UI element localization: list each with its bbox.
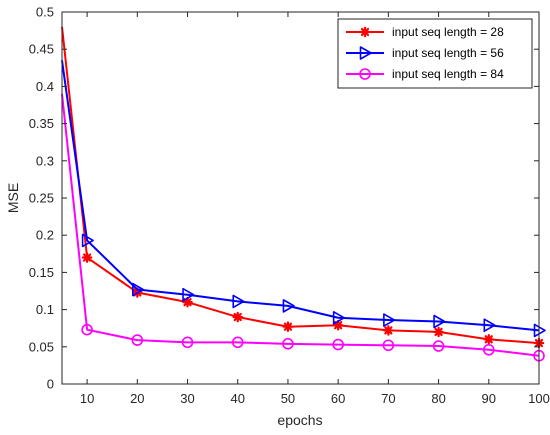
y-tick-label: 0.35 [29,116,54,131]
y-tick-label: 0.45 [29,42,54,57]
legend-marker [359,26,371,38]
data-point [282,299,295,313]
legend-label: input seq length = 84 [392,67,504,81]
data-point [483,334,495,345]
legend-item: input seq length = 84 [346,67,504,81]
x-tick-label: 30 [180,391,194,406]
x-tick-label: 100 [528,391,550,406]
legend-label: input seq length = 56 [392,46,504,60]
data-point [533,323,546,338]
data-point [81,323,93,336]
data-point [81,233,94,248]
data-point [332,338,344,351]
legend: input seq length = 28 input seq length = … [337,18,533,89]
data-point [383,325,394,336]
data-point [282,321,294,333]
series-1 [61,26,545,349]
y-tick-label: 0.1 [36,302,54,317]
y-tick-label: 0.25 [29,191,54,206]
y-tick-label: 0.5 [36,5,54,20]
data-point [432,340,445,352]
x-tick-label: 70 [381,391,395,406]
data-point [81,252,93,263]
data-point [231,336,244,349]
series-layer [61,26,546,362]
data-point [382,339,395,352]
y-tick-label: 0.15 [29,265,54,280]
data-point [131,334,144,346]
data-point [182,287,195,302]
x-axis-label: epochs [277,412,322,428]
y-tick-label: 0.2 [36,228,54,243]
data-point [483,318,496,333]
series-3 [61,93,545,362]
data-point [232,294,245,309]
x-tick-label: 60 [331,391,345,406]
y-tick-label: 0 [47,377,54,392]
legend-marker [359,46,372,60]
data-point [433,326,444,338]
axes-layer: 10 20 30 40 50 60 70 80 90 100 0 0.05 0.1 0.15 0.2 0.25… [29,5,550,407]
y-axis-label: MSE [5,183,21,213]
data-point [181,336,194,349]
series-line [61,60,540,332]
legend-label: input seq length = 28 [392,25,504,39]
legend-item: input seq length = 56 [346,46,504,60]
series-line [61,93,540,357]
x-tick-label: 90 [482,391,496,406]
y-tick-label: 0.05 [29,339,54,354]
data-point [383,313,396,327]
x-tick-label: 80 [431,391,445,406]
x-tick-label: 50 [281,391,295,406]
data-point [332,310,345,325]
x-tick-label: 40 [231,391,245,406]
data-point [332,319,344,331]
data-point [182,296,193,308]
data-point [132,282,145,297]
series-2 [61,60,546,338]
data-point [433,314,446,329]
data-point [232,311,244,323]
y-tick-label: 0.4 [36,79,54,94]
x-tick-label: 10 [80,391,94,406]
legend-marker [359,68,371,80]
y-tick-label: 0.3 [36,153,54,168]
x-tick-label: 20 [130,391,144,406]
data-point [282,338,294,350]
data-point [482,343,495,356]
legend-item: input seq length = 28 [346,25,504,39]
